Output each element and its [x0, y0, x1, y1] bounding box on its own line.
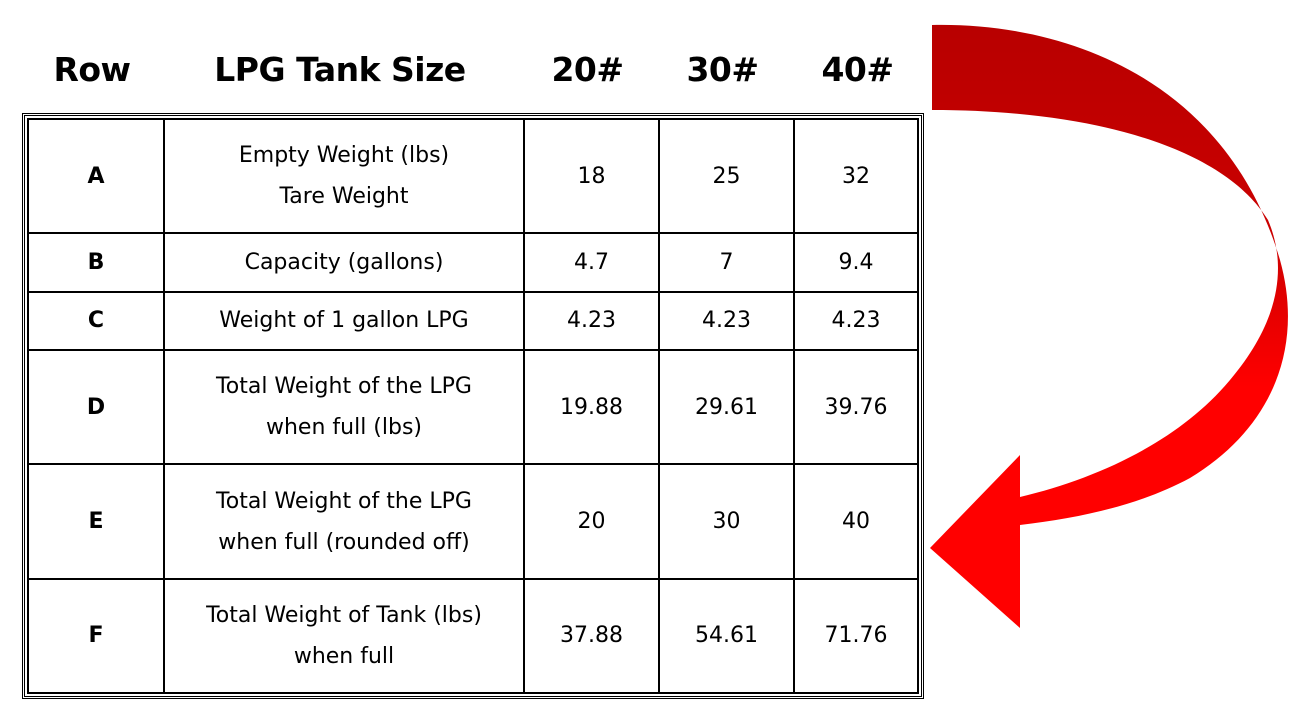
- value-20: 4.23: [523, 290, 660, 352]
- description-line: Tare Weight: [279, 184, 409, 210]
- value-40: 4.23: [793, 290, 919, 352]
- value-30: 29.61: [658, 349, 795, 466]
- value-20: 4.7: [523, 232, 660, 293]
- value-20: 19.88: [523, 349, 660, 466]
- header-40: 40#: [821, 50, 894, 89]
- row-description: Total Weight of the LPG when full (lbs): [163, 349, 525, 466]
- value-30: 25: [658, 117, 795, 235]
- row-id: E: [27, 463, 165, 580]
- value-30: 4.23: [658, 290, 795, 352]
- description-line: when full: [293, 643, 395, 669]
- description-line: Weight of 1 gallon LPG: [219, 308, 469, 334]
- header-row: Row: [53, 50, 131, 89]
- row-description: Total Weight of Tank (lbs) when full: [163, 577, 525, 695]
- row-id: F: [27, 577, 165, 695]
- row-id: D: [27, 349, 165, 466]
- lpg-table-grid: A Empty Weight (lbs) Tare Weight 18 25 32…: [27, 117, 919, 695]
- row-description: Weight of 1 gallon LPG: [163, 290, 525, 352]
- table-row: C Weight of 1 gallon LPG 4.23 4.23 4.23: [27, 290, 919, 352]
- value-40: 39.76: [793, 349, 919, 466]
- description-line: Total Weight of the LPG: [216, 374, 472, 400]
- header-30: 30#: [686, 50, 759, 89]
- description-line: Total Weight of Tank (lbs): [206, 602, 482, 628]
- header-lpg-tank-size: LPG Tank Size: [214, 50, 466, 89]
- table-row: D Total Weight of the LPG when full (lbs)…: [27, 349, 919, 466]
- row-description: Empty Weight (lbs) Tare Weight: [163, 117, 525, 235]
- table-row: E Total Weight of the LPG when full (roun…: [27, 463, 919, 580]
- value-20: 37.88: [523, 577, 660, 695]
- table-row: A Empty Weight (lbs) Tare Weight 18 25 32: [27, 117, 919, 235]
- row-id: A: [27, 117, 165, 235]
- description-line: Empty Weight (lbs): [238, 143, 450, 169]
- row-id: B: [27, 232, 165, 293]
- description-line: Total Weight of the LPG: [216, 488, 472, 514]
- lpg-table: A Empty Weight (lbs) Tare Weight 18 25 32…: [22, 113, 924, 699]
- value-40: 40: [793, 463, 919, 580]
- value-30: 30: [658, 463, 795, 580]
- description-line: when full (lbs): [265, 415, 423, 441]
- value-40: 9.4: [793, 232, 919, 293]
- row-description: Total Weight of the LPG when full (rounde…: [163, 463, 525, 580]
- table-row: B Capacity (gallons) 4.7 7 9.4: [27, 232, 919, 293]
- value-30: 54.61: [658, 577, 795, 695]
- value-20: 18: [523, 117, 660, 235]
- header-20: 20#: [551, 50, 624, 89]
- description-line: Capacity (gallons): [244, 249, 444, 275]
- description-line: when full (rounded off): [218, 529, 470, 555]
- row-id: C: [27, 290, 165, 352]
- arrow-body: [930, 24, 1288, 629]
- value-40: 32: [793, 117, 919, 235]
- row-description: Capacity (gallons): [163, 232, 525, 293]
- table-row: F Total Weight of Tank (lbs) when full 37…: [27, 577, 919, 695]
- value-20: 20: [523, 463, 660, 580]
- value-40: 71.76: [793, 577, 919, 695]
- value-30: 7: [658, 232, 795, 293]
